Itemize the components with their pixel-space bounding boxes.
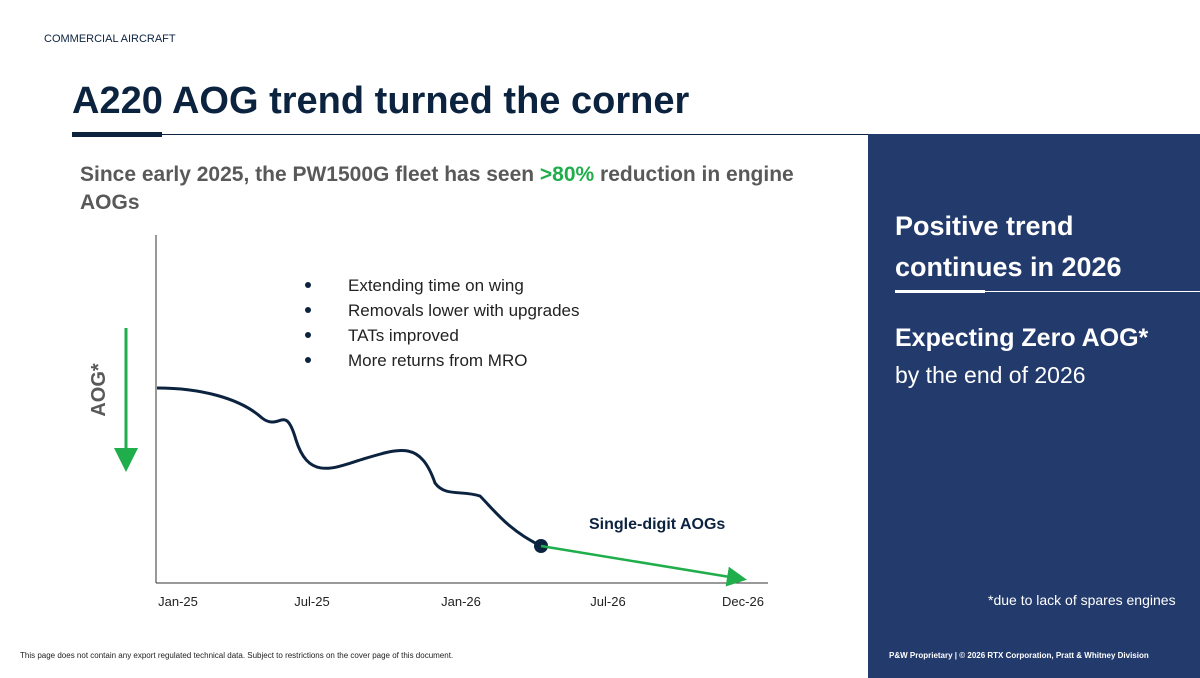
proprietary-notice: P&W Proprietary | © 2026 RTX Corporation… — [889, 651, 1149, 660]
section-label: COMMERCIAL AIRCRAFT — [44, 33, 176, 45]
panel-divider — [985, 291, 1200, 292]
subtitle-text: Since early 2025, the PW1500G fleet has … — [80, 163, 540, 186]
panel-detail: by the end of 2026 — [895, 362, 1086, 388]
panel-emphasis: Expecting Zero AOG* — [895, 324, 1149, 352]
bullet-dot — [305, 282, 311, 288]
subtitle-highlight: >80% — [539, 163, 595, 186]
projection-arrow — [540, 544, 747, 587]
panel-underline — [895, 290, 985, 293]
disclaimer: This page does not contain any export re… — [20, 651, 454, 660]
annotation: Single-digit AOGs — [589, 516, 725, 533]
bullet-dot — [305, 307, 311, 313]
trend-curve — [156, 386, 542, 548]
bullet-text: Extending time on wing — [348, 276, 524, 295]
x-label: Jul-25 — [294, 594, 329, 609]
y-axis-label: AOG* — [88, 363, 110, 417]
subtitle-text: reduction in engine AOGs — [80, 163, 794, 214]
x-label: Jan-26 — [441, 594, 481, 609]
x-label: Jan-25 — [158, 594, 198, 609]
x-label: Dec-26 — [722, 594, 764, 609]
bullet-text: More returns from MRO — [348, 351, 527, 370]
panel-heading: Positive trend continues in 2026 — [895, 211, 1122, 282]
trend-illustration: AOG* Single-digit AOGs Jan-25 Jul-25 Jan-2… — [88, 235, 768, 609]
footnote: *due to lack of spares engines — [988, 592, 1176, 608]
side-panel — [868, 134, 1200, 678]
slide-title: A220 AOG trend turned the corner — [72, 80, 690, 122]
bullet-dot — [305, 357, 311, 363]
x-label: Jul-26 — [590, 594, 625, 609]
bullet-dot — [305, 332, 311, 338]
title-underline — [72, 132, 162, 137]
bullet-text: TATs improved — [348, 326, 459, 345]
bullet-text: Removals lower with upgrades — [348, 301, 580, 320]
divider — [162, 134, 868, 135]
subtitle: Since early 2025, the PW1500G fleet has … — [80, 161, 810, 217]
